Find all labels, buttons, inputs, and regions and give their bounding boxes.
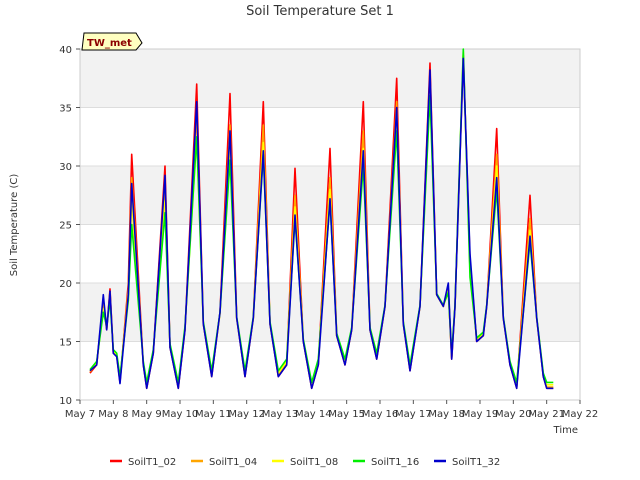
x-tick-label: May 7	[65, 409, 95, 420]
band	[80, 341, 580, 400]
band	[80, 49, 580, 108]
x-tick-label: May 15	[328, 409, 365, 420]
series-lines	[89, 48, 554, 390]
station-badge: TW_met	[81, 32, 143, 51]
x-tick-label: May 21	[528, 409, 565, 420]
y-tick-label: 10	[59, 396, 72, 407]
x-tick-label: May 12	[228, 409, 265, 420]
y-tick-label: 35	[59, 104, 72, 115]
x-tick-label: May 10	[162, 409, 199, 420]
x-tick-label: May 16	[362, 409, 399, 420]
x-axis-label: Time	[553, 425, 578, 436]
band	[80, 224, 580, 283]
legend-label: SoilT1_16	[371, 457, 419, 468]
x-tick-label: May 18	[428, 409, 465, 420]
badge-label: TW_met	[87, 38, 132, 49]
legend-label: SoilT1_08	[290, 457, 338, 468]
legend-label: SoilT1_32	[452, 457, 500, 468]
series-line-soilt1_32	[89, 57, 554, 390]
x-tick-label: May 8	[98, 409, 128, 420]
y-axis-ticks: 10 15 20 25 30 35 40	[59, 45, 80, 407]
x-tick-label: May 9	[132, 409, 162, 420]
chart-title: Soil Temperature Set 1	[246, 4, 394, 19]
y-tick-label: 40	[59, 45, 72, 56]
legend-label: SoilT1_04	[209, 457, 257, 468]
x-tick-label: May 22	[562, 409, 599, 420]
y-tick-label: 20	[59, 279, 72, 290]
legend: SoilT1_02 SoilT1_04 SoilT1_08 SoilT1_16 Soil…	[110, 457, 500, 468]
badge-shape	[81, 32, 143, 51]
band	[80, 283, 580, 342]
x-tick-label: May 11	[195, 409, 232, 420]
legend-label: SoilT1_02	[128, 457, 176, 468]
x-tick-label: May 13	[262, 409, 299, 420]
y-tick-label: 30	[59, 162, 72, 173]
x-tick-label: May 20	[495, 409, 532, 420]
y-axis-label: Soil Temperature (C)	[9, 174, 20, 277]
y-tick-label: 15	[59, 338, 72, 349]
x-tick-label: May 14	[295, 409, 332, 420]
x-tick-label: May 19	[462, 409, 499, 420]
x-tick-label: May 17	[395, 409, 432, 420]
y-tick-label: 25	[59, 221, 72, 232]
